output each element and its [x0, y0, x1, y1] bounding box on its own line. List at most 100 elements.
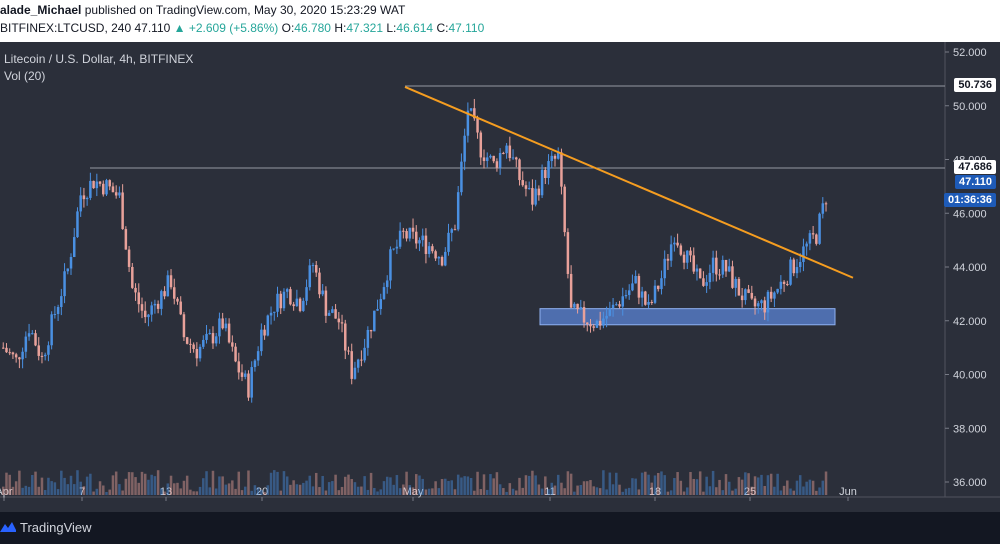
volume-bar: [534, 475, 537, 495]
volume-bar: [11, 486, 15, 495]
volume-bar: [208, 487, 211, 495]
candlestick-chart[interactable]: 36.00038.00040.00042.00044.00046.00048.0…: [0, 42, 1000, 512]
candle-body: [105, 180, 108, 195]
volume-bar: [40, 477, 44, 495]
volume-bar: [376, 491, 379, 495]
volume-bar: [779, 490, 783, 495]
volume-bar: [450, 480, 453, 495]
candle-body: [411, 227, 415, 232]
candle-body: [240, 372, 244, 377]
volume-bar: [418, 475, 421, 495]
candle-body: [744, 289, 747, 301]
volume-bar: [95, 488, 99, 495]
candle-body: [747, 289, 750, 293]
symbol-interval: BITFINEX:LTCUSD, 240: [0, 21, 132, 35]
candle-body: [318, 272, 321, 295]
candle-body: [495, 161, 499, 168]
volume-bar: [156, 470, 160, 495]
candle-body: [111, 186, 115, 193]
candle-body: [750, 292, 754, 299]
candle-body: [437, 257, 441, 259]
volume-bar: [808, 479, 812, 495]
candle-body: [492, 155, 495, 162]
volume-bar: [550, 482, 554, 495]
volume-bar: [189, 489, 192, 495]
volume-bar: [773, 486, 776, 495]
volume-bar: [24, 485, 28, 495]
candle-body: [24, 336, 28, 352]
candle-body: [379, 299, 383, 310]
candle-body: [282, 291, 286, 309]
candle-body: [11, 352, 15, 355]
volume-bar: [556, 474, 560, 495]
volume-bar: [173, 483, 176, 495]
volume-bar: [111, 475, 115, 495]
candle-body: [537, 188, 541, 196]
volume-bar: [402, 484, 405, 495]
volume-bar: [318, 487, 321, 495]
volume-bar: [224, 484, 228, 495]
volume-bar: [624, 488, 628, 495]
volume-bar: [611, 484, 615, 495]
volume-bar: [698, 471, 702, 495]
candle-body: [521, 180, 524, 186]
support-zone: [539, 308, 836, 326]
volume-bar: [160, 488, 163, 495]
volume-bar: [118, 484, 121, 495]
volume-bar: [598, 488, 602, 495]
candle-body: [69, 256, 73, 269]
candle-body: [592, 326, 595, 328]
candle-body: [89, 180, 92, 198]
candle-body: [769, 291, 773, 299]
chart-area[interactable]: 36.00038.00040.00042.00044.00046.00048.0…: [0, 42, 1000, 512]
volume-bar: [786, 480, 789, 495]
volume-bar: [757, 477, 760, 495]
volume-bar: [124, 478, 128, 495]
volume-bar: [227, 483, 231, 495]
volume-bar: [379, 489, 383, 495]
candle-body: [14, 354, 18, 358]
candle-body: [573, 303, 576, 308]
volume-bar: [663, 475, 666, 495]
volume-bar: [292, 480, 295, 495]
candle-body: [802, 246, 805, 263]
candle-body: [182, 314, 186, 338]
volume-bar: [253, 485, 257, 495]
close-label: C:: [436, 21, 449, 35]
candle-body: [347, 350, 350, 352]
candle-body: [466, 110, 470, 136]
volume-bar: [560, 482, 563, 495]
candle-body: [214, 336, 218, 344]
volume-bar: [373, 487, 376, 495]
volume-bar: [453, 489, 457, 495]
candle-body: [753, 298, 757, 307]
candle-body: [253, 360, 257, 368]
candle-body: [508, 145, 512, 158]
volume-bar: [405, 471, 408, 495]
volume-bar: [537, 484, 541, 495]
candle-body: [485, 157, 489, 161]
author-name[interactable]: alade_Michael: [0, 3, 82, 17]
candle-body: [631, 283, 634, 291]
y-tick-label: 40.000: [953, 370, 987, 382]
candle-body: [431, 246, 434, 252]
candle-body: [811, 233, 815, 235]
candle-body: [447, 232, 450, 252]
candle-body: [531, 188, 534, 205]
volume-bar: [456, 474, 460, 495]
volume-bar: [737, 477, 741, 495]
candle-body: [79, 195, 82, 212]
volume-bar: [692, 478, 695, 495]
tradingview-brand[interactable]: TradingView: [20, 520, 92, 535]
volume-bar: [47, 477, 50, 495]
volume-bar: [385, 476, 389, 495]
candle-body: [195, 348, 199, 359]
volume-bar: [621, 491, 624, 495]
volume-bar: [321, 475, 324, 495]
candle-body: [621, 296, 624, 307]
candle-body: [644, 291, 647, 305]
candle-body: [476, 118, 479, 133]
volume-bar: [718, 479, 721, 495]
volume-bar: [247, 470, 250, 495]
candle-body: [779, 281, 783, 289]
